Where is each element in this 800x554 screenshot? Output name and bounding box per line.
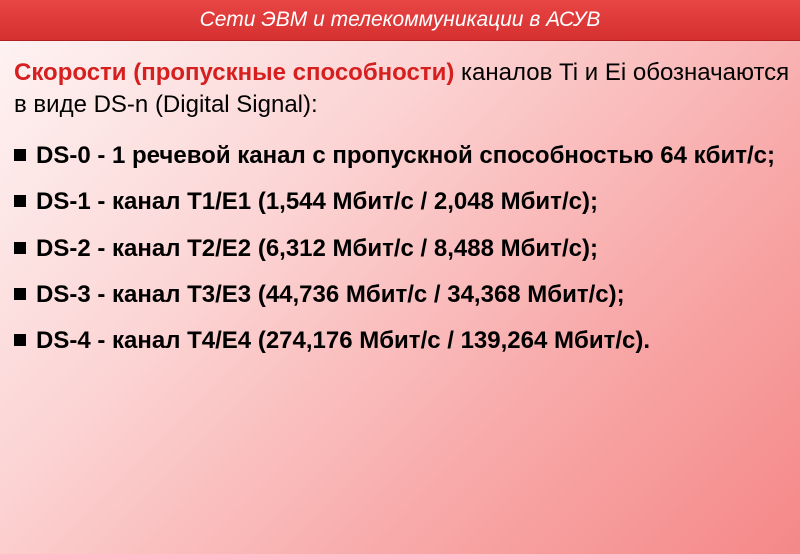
slide-header: Сети ЭВМ и телекоммуникации в АСУВ xyxy=(0,0,800,41)
list-item: DS-2 - канал Т2/Е2 (6,312 Мбит/с / 8,488… xyxy=(14,233,792,265)
list-item: DS-1 - канал Т1/Е1 (1,544 Мбит/с / 2,048… xyxy=(14,186,792,218)
intro-highlight: Скорости (пропускные способности) xyxy=(14,59,454,86)
slide-content: Скорости (пропускные способности) канало… xyxy=(0,41,800,388)
list-item: DS-0 - 1 речевой канал с пропускной спос… xyxy=(14,140,792,172)
header-title: Сети ЭВМ и телекоммуникации в АСУВ xyxy=(200,8,601,31)
list-item: DS-3 - канал Т3/Е3 (44,736 Мбит/с / 34,3… xyxy=(14,279,792,311)
intro-paragraph: Скорости (пропускные способности) канало… xyxy=(14,57,792,122)
list-item: DS-4 - канал Т4/Е4 (274,176 Мбит/с / 139… xyxy=(14,325,792,357)
ds-list: DS-0 - 1 речевой канал с пропускной спос… xyxy=(14,140,792,358)
